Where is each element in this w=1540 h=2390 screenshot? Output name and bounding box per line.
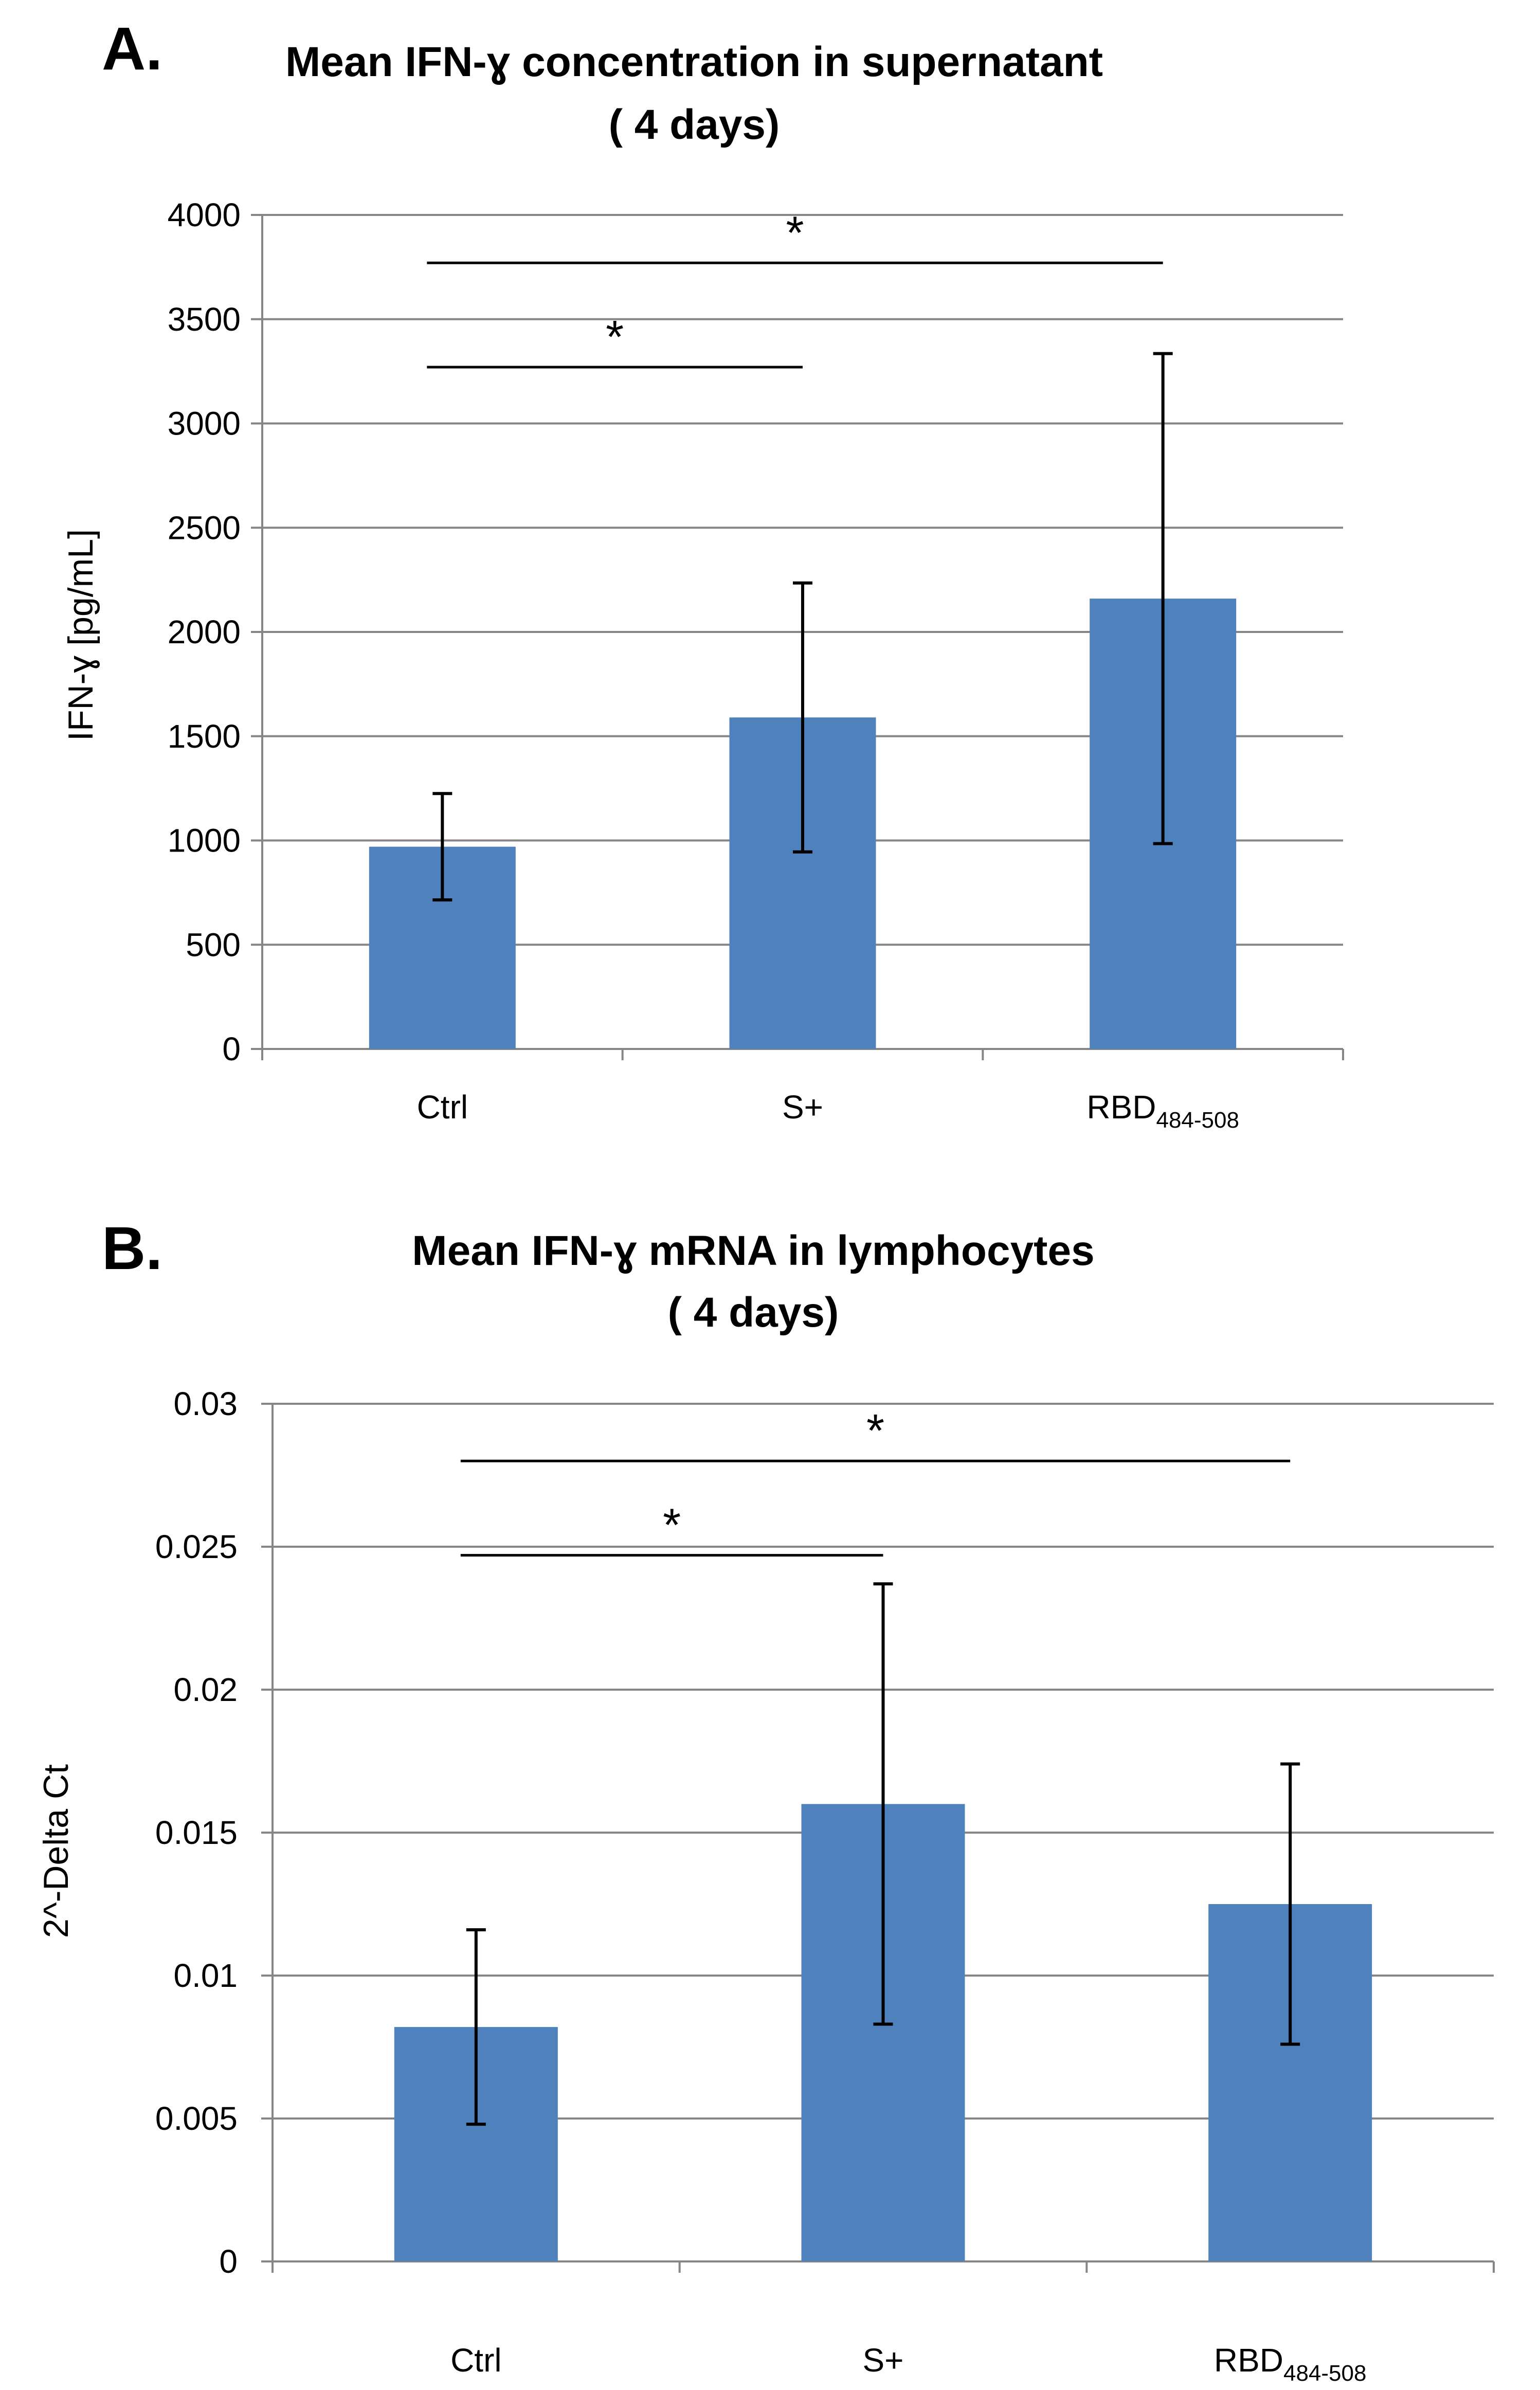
y-tick-label: 0.025 <box>155 1528 238 1565</box>
y-tick-label: 0.02 <box>173 1671 238 1708</box>
panel-a-chart: A. Mean IFN-ɣ concentration in supernata… <box>61 15 1344 1133</box>
panel-b-y-axis-label: 2^-Delta Ct <box>37 1764 76 1938</box>
y-tick-label: 0.01 <box>173 1957 238 1994</box>
panel-b-significance: ** <box>460 1405 1291 1557</box>
y-tick-label: 0 <box>219 2243 238 2280</box>
panel-a-error-bars <box>432 352 1173 902</box>
y-tick-label: 0.015 <box>155 1814 238 1851</box>
panel-b-title: Mean IFN-ɣ mRNA in lymphocytes <box>412 1227 1094 1274</box>
significance-star: * <box>606 312 624 363</box>
panel-a-y-axis-label: IFN-ɣ [pg/mL] <box>61 529 100 741</box>
y-tick-label: 0 <box>222 1030 241 1067</box>
x-category-label: Ctrl <box>450 2342 502 2379</box>
y-tick-label: 3500 <box>168 301 241 338</box>
x-category-label: RBD484-508 <box>1086 1089 1239 1133</box>
panel-b-tick-labels: 0 0.005 0.01 0.015 0.02 0.025 0.03 Ctrl S+ RBD484… <box>155 1385 1367 2386</box>
y-tick-label: 500 <box>186 926 241 963</box>
panel-a-tick-labels: 0 500 1000 1500 2000 2500 3000 3500 4000 Ctrl S+ RB… <box>168 196 1239 1133</box>
significance-star: * <box>866 1405 884 1457</box>
x-category-label: Ctrl <box>417 1089 468 1126</box>
panel-a-subtitle: ( 4 days) <box>609 101 780 148</box>
panel-b-subtitle: ( 4 days) <box>668 1289 839 1336</box>
y-tick-label: 1000 <box>168 822 241 859</box>
y-tick-label: 0.005 <box>155 2100 238 2137</box>
y-tick-label: 3000 <box>168 405 241 442</box>
panel-b-chart: B. Mean IFN-ɣ mRNA in lymphocytes ( 4 da… <box>37 1215 1495 2386</box>
panel-a-label: A. <box>102 15 162 83</box>
panel-a-significance: ** <box>427 207 1163 369</box>
significance-star: * <box>663 1500 681 1551</box>
y-tick-label: 0.03 <box>173 1385 238 1422</box>
x-category-label: RBD484-508 <box>1214 2342 1367 2386</box>
y-tick-label: 2000 <box>168 613 241 650</box>
y-tick-label: 1500 <box>168 718 241 755</box>
panel-a-title: Mean IFN-ɣ concentration in supernatant <box>285 39 1103 85</box>
panel-b-label: B. <box>102 1215 162 1282</box>
x-category-label: S+ <box>782 1089 823 1126</box>
x-category-label: S+ <box>862 2342 903 2379</box>
panel-b-error-bars <box>466 1582 1300 2126</box>
significance-star: * <box>786 207 804 259</box>
y-tick-label: 4000 <box>168 196 241 233</box>
y-tick-label: 2500 <box>168 509 241 546</box>
